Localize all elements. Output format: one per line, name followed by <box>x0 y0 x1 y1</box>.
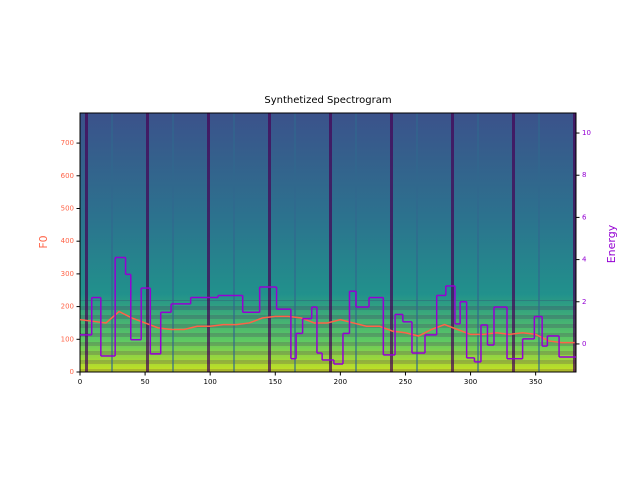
plot-frame <box>79 112 577 373</box>
y2-tick-label: 0 <box>582 340 586 348</box>
x-tick-label: 50 <box>141 378 150 386</box>
y-tick-label: 600 <box>61 172 74 180</box>
y2-tick-label: 10 <box>582 129 591 137</box>
y-tick-label: 0 <box>70 368 74 376</box>
chart-title: Synthetized Spectrogram <box>264 95 391 106</box>
y2-tick-label: 6 <box>582 213 587 221</box>
y-axis-label: F0 <box>37 235 50 248</box>
y-tick-label: 200 <box>61 303 74 311</box>
x-tick-label: 100 <box>203 378 216 386</box>
y2-tick-label: 8 <box>582 171 586 179</box>
x-tick-label: 150 <box>269 378 282 386</box>
y2-tick-label: 2 <box>582 298 586 306</box>
y-tick-label: 400 <box>61 237 74 245</box>
f0-line <box>79 310 575 344</box>
x-tick-label: 200 <box>334 378 347 386</box>
y-tick-label: 100 <box>61 335 74 343</box>
x-tick-label: 250 <box>399 378 412 386</box>
y-tick-label: 700 <box>61 139 74 147</box>
y2-axis-label: Energy <box>605 224 618 263</box>
y2-tick-label: 4 <box>582 256 587 264</box>
y-tick-label: 500 <box>61 204 74 212</box>
x-tick-label: 300 <box>464 378 477 386</box>
x-tick-label: 350 <box>529 378 542 386</box>
x-tick-label: 0 <box>78 378 82 386</box>
y-tick-label: 300 <box>61 270 74 278</box>
